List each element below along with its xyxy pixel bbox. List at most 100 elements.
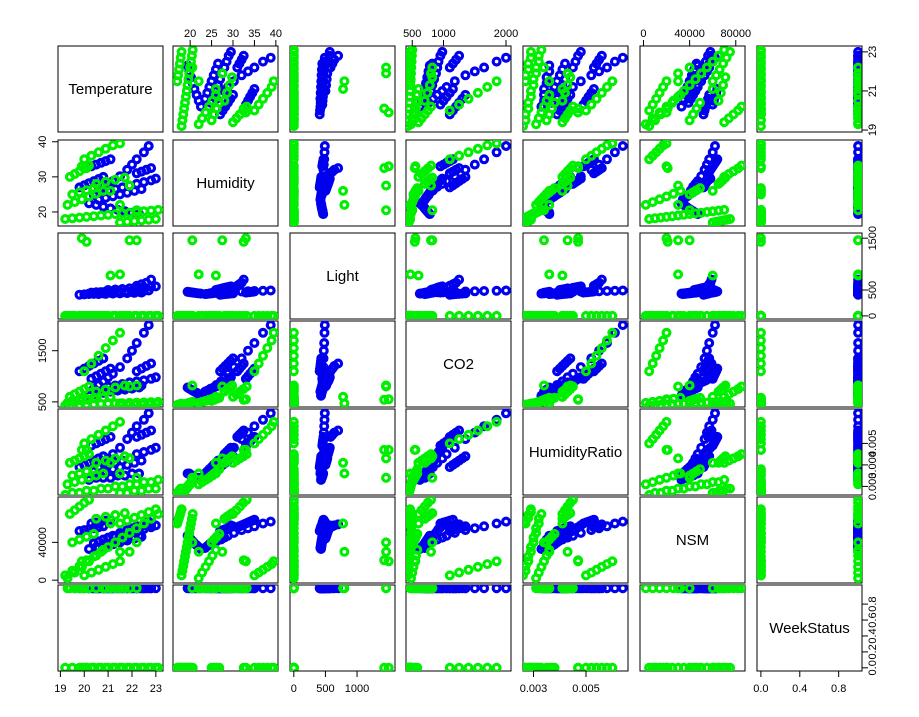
data-point-series-0 <box>333 50 344 61</box>
data-point-series-1 <box>684 62 695 73</box>
points <box>290 46 394 132</box>
data-point-series-1 <box>853 497 862 505</box>
data-point-series-1 <box>339 546 350 557</box>
data-point-series-0 <box>91 287 102 298</box>
data-point-series-0 <box>105 286 116 297</box>
data-point-series-0 <box>232 280 243 291</box>
data-point-series-1 <box>684 380 695 391</box>
panel-border <box>522 584 629 672</box>
data-point-series-1 <box>573 163 584 174</box>
panel-WeekStatus-vs-NSM <box>639 584 746 672</box>
data-point-series-1 <box>119 380 130 391</box>
data-point-series-1 <box>707 83 718 94</box>
data-point-series-1 <box>262 343 273 354</box>
data-point-series-1 <box>185 523 196 534</box>
data-point-series-1 <box>454 662 465 671</box>
data-point-series-0 <box>601 154 612 165</box>
data-point-series-1 <box>644 490 655 495</box>
data-point-series-0 <box>265 321 276 331</box>
data-point-series-1 <box>427 235 438 246</box>
data-point-series-1 <box>533 518 544 529</box>
data-point-series-0 <box>444 585 455 594</box>
points <box>523 585 628 671</box>
data-point-series-1 <box>538 205 549 216</box>
data-point-series-0 <box>712 154 723 165</box>
data-point-series-1 <box>757 504 766 515</box>
data-point-series-0 <box>127 159 138 170</box>
data-point-series-1 <box>757 394 766 405</box>
data-point-series-1 <box>725 662 735 671</box>
data-point-series-1 <box>217 381 228 392</box>
data-point-series-0 <box>437 46 448 57</box>
data-point-series-1 <box>179 556 190 567</box>
data-point-series-1 <box>290 662 299 671</box>
data-point-series-1 <box>76 662 87 671</box>
data-point-series-0 <box>501 285 511 296</box>
data-point-series-0 <box>617 52 628 63</box>
data-point-series-0 <box>609 285 620 296</box>
data-point-series-0 <box>479 521 490 532</box>
variable-label: Humidity <box>196 175 255 192</box>
variable-label: WeekStatus <box>769 620 850 637</box>
data-point-series-1 <box>107 421 118 432</box>
data-point-series-1 <box>214 528 225 539</box>
panel-NSM-vs-Temperature <box>57 496 164 584</box>
data-point-series-0 <box>324 46 335 57</box>
data-point-series-0 <box>444 280 455 291</box>
points <box>290 585 394 671</box>
data-point-series-1 <box>222 87 233 98</box>
data-point-series-1 <box>241 497 252 505</box>
data-point-series-0 <box>501 585 511 594</box>
data-point-series-0 <box>853 327 862 338</box>
tick-label: 1500 <box>867 226 879 250</box>
data-point-series-1 <box>290 140 299 149</box>
data-point-series-0 <box>238 425 249 436</box>
data-point-series-0 <box>105 154 116 165</box>
data-point-series-0 <box>586 70 597 81</box>
points <box>640 140 745 226</box>
data-point-series-1 <box>227 585 238 594</box>
data-point-series-0 <box>136 380 147 391</box>
panel-CO2-vs-Temperature <box>57 320 164 408</box>
panel-border <box>405 320 512 408</box>
data-point-series-1 <box>290 585 299 594</box>
panel-border <box>57 232 164 320</box>
data-point-series-1 <box>536 46 547 55</box>
data-point-series-1 <box>720 451 731 462</box>
data-point-series-1 <box>406 468 416 479</box>
variable-label: CO2 <box>443 356 474 373</box>
data-point-series-1 <box>426 546 437 557</box>
data-point-series-1 <box>586 99 597 110</box>
panel-WeekStatus-vs-Light <box>289 584 396 672</box>
panel-border <box>172 408 279 496</box>
data-point-series-1 <box>210 83 221 94</box>
tick-label: 40 <box>37 136 49 148</box>
data-point-series-1 <box>91 513 102 524</box>
data-point-series-0 <box>444 62 455 73</box>
data-point-series-1 <box>180 551 191 562</box>
tick-label: 0 <box>867 313 879 319</box>
data-point-series-1 <box>180 546 191 557</box>
data-point-series-1 <box>586 358 597 369</box>
data-point-series-1 <box>114 199 125 210</box>
data-point-series-1 <box>409 555 420 566</box>
data-point-series-1 <box>119 310 130 319</box>
data-point-series-1 <box>210 518 221 529</box>
data-point-series-0 <box>617 585 628 594</box>
data-point-series-1 <box>694 97 705 108</box>
data-point-series-1 <box>757 46 766 57</box>
data-point-series-1 <box>853 310 862 319</box>
data-point-series-0 <box>143 321 154 331</box>
data-point-series-1 <box>757 358 766 369</box>
panel-border <box>522 45 629 133</box>
data-point-series-0 <box>138 414 149 425</box>
data-point-series-0 <box>469 585 480 594</box>
data-point-series-0 <box>258 518 269 529</box>
data-point-series-0 <box>131 280 142 291</box>
data-point-series-1 <box>117 532 128 543</box>
points <box>173 409 278 495</box>
data-point-series-1 <box>83 381 94 392</box>
data-point-series-1 <box>662 103 673 114</box>
points <box>406 409 511 495</box>
panel-border <box>172 320 279 408</box>
